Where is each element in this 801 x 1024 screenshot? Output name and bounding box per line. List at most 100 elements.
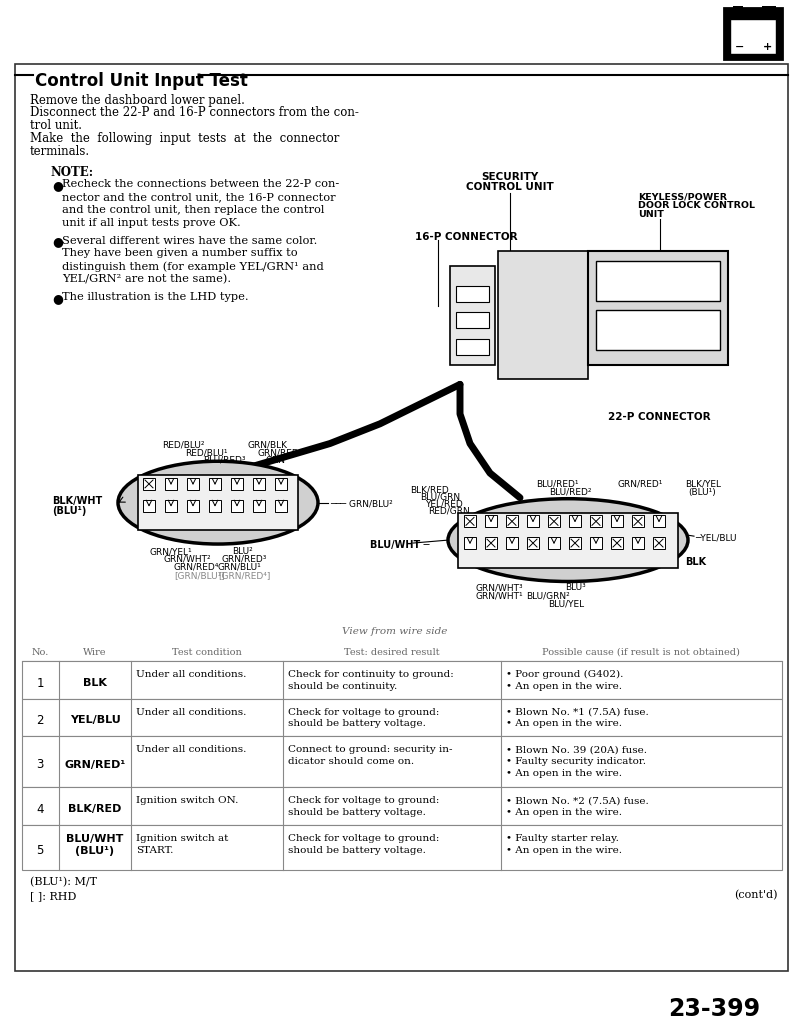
Text: • An open in the wire.: • An open in the wire. — [506, 720, 622, 728]
Bar — [275, 478, 287, 489]
Text: GRN/WHT¹: GRN/WHT¹ — [476, 591, 524, 600]
Text: should be battery voltage.: should be battery voltage. — [288, 720, 426, 728]
Bar — [22, 825, 782, 870]
Text: dicator should come on.: dicator should come on. — [288, 757, 414, 766]
Bar — [569, 515, 581, 527]
Bar — [165, 500, 177, 512]
Text: BLU/RED³: BLU/RED³ — [203, 456, 245, 464]
Text: RED/BLU²: RED/BLU² — [162, 440, 204, 450]
Bar — [456, 286, 489, 302]
Text: Make  the  following  input  tests  at  the  connector: Make the following input tests at the co… — [30, 132, 340, 145]
Text: Check for voltage to ground:: Check for voltage to ground: — [288, 834, 440, 843]
Bar — [450, 266, 495, 365]
Text: Under all conditions.: Under all conditions. — [136, 745, 247, 754]
Text: should be battery voltage.: should be battery voltage. — [288, 808, 426, 817]
Text: The illustration is the LHD type.: The illustration is the LHD type. — [62, 292, 248, 302]
Text: GRN/RED¹: GRN/RED¹ — [64, 760, 126, 770]
Text: Wire: Wire — [83, 647, 107, 656]
Text: BLK/WHT: BLK/WHT — [52, 496, 103, 506]
Text: GRN/BLK: GRN/BLK — [248, 440, 288, 450]
Text: BLK: BLK — [685, 557, 706, 567]
Text: Remove the dashboard lower panel.: Remove the dashboard lower panel. — [30, 93, 245, 106]
Bar — [231, 478, 243, 489]
Bar — [653, 515, 665, 527]
Bar — [506, 515, 518, 527]
Text: BLU/WHT ─: BLU/WHT ─ — [370, 540, 429, 550]
Bar — [498, 251, 588, 380]
Text: • Poor ground (G402).: • Poor ground (G402). — [506, 670, 623, 679]
Text: 2: 2 — [36, 714, 44, 727]
Text: BLU/GRN²: BLU/GRN² — [526, 591, 570, 600]
Text: ─YEL/BLU: ─YEL/BLU — [695, 534, 736, 542]
Bar — [632, 538, 644, 549]
Bar — [596, 310, 720, 350]
Text: 4: 4 — [36, 803, 44, 816]
Bar — [187, 500, 199, 512]
Text: NOTE:: NOTE: — [50, 166, 93, 178]
Text: GRN/YEL¹: GRN/YEL¹ — [150, 547, 192, 556]
Bar — [588, 251, 728, 365]
Bar — [724, 8, 782, 59]
Bar — [590, 515, 602, 527]
Text: They have been given a number suffix to: They have been given a number suffix to — [62, 249, 298, 258]
Bar — [253, 478, 265, 489]
Bar — [22, 662, 782, 698]
Bar — [22, 736, 782, 787]
Bar — [456, 312, 489, 329]
Bar — [22, 787, 782, 825]
Ellipse shape — [118, 461, 318, 544]
Bar — [15, 65, 788, 971]
Text: (BLU¹): (BLU¹) — [75, 846, 115, 856]
Text: 3: 3 — [36, 759, 44, 771]
Text: should be battery voltage.: should be battery voltage. — [288, 846, 426, 855]
Text: nector and the control unit, the 16-P connector: nector and the control unit, the 16-P co… — [62, 193, 336, 202]
Text: Check for continuity to ground:: Check for continuity to ground: — [288, 670, 453, 679]
Text: terminals.: terminals. — [30, 144, 91, 158]
Text: KEYLESS/POWER: KEYLESS/POWER — [638, 193, 727, 201]
Bar — [527, 515, 539, 527]
Bar — [138, 475, 298, 530]
Bar — [730, 18, 776, 54]
Text: BLU²: BLU² — [232, 547, 253, 556]
Bar — [632, 515, 644, 527]
Text: (BLU¹): M/T: (BLU¹): M/T — [30, 878, 97, 888]
Text: GRN/BLU¹: GRN/BLU¹ — [218, 563, 262, 571]
Text: (BLU¹): (BLU¹) — [688, 487, 716, 497]
Text: BLK/RED: BLK/RED — [68, 804, 122, 814]
Text: • An open in the wire.: • An open in the wire. — [506, 682, 622, 691]
Bar — [733, 6, 743, 13]
Text: Check for voltage to ground:: Check for voltage to ground: — [288, 797, 440, 805]
Bar — [231, 500, 243, 512]
Text: ─── GRN/BLU²: ─── GRN/BLU² — [330, 500, 392, 509]
Text: • Blown No. *1 (7.5A) fuse.: • Blown No. *1 (7.5A) fuse. — [506, 708, 649, 717]
Text: Ignition switch at: Ignition switch at — [136, 834, 228, 843]
Text: ●: ● — [52, 179, 62, 193]
Text: Recheck the connections between the 22-P con-: Recheck the connections between the 22-P… — [62, 179, 340, 189]
Ellipse shape — [448, 499, 688, 582]
Text: should be continuity.: should be continuity. — [288, 682, 397, 691]
Text: YEL/BLU: YEL/BLU — [70, 716, 120, 725]
Bar — [485, 515, 497, 527]
Text: View from wire side: View from wire side — [342, 627, 448, 636]
Text: [GRN/BLU¹]: [GRN/BLU¹] — [174, 570, 225, 580]
Bar — [464, 515, 476, 527]
Bar — [143, 500, 155, 512]
Bar — [143, 478, 155, 489]
Bar — [22, 698, 782, 736]
Bar — [456, 339, 489, 354]
Text: Under all conditions.: Under all conditions. — [136, 708, 247, 717]
Text: Under all conditions.: Under all conditions. — [136, 670, 247, 679]
Text: −: − — [735, 42, 745, 52]
Text: +: + — [763, 42, 773, 52]
Bar — [548, 515, 560, 527]
Text: RED/BLU¹: RED/BLU¹ — [185, 449, 227, 458]
Text: 5: 5 — [36, 844, 44, 857]
Text: • An open in the wire.: • An open in the wire. — [506, 808, 622, 817]
Bar — [275, 500, 287, 512]
Text: and the control unit, then replace the control: and the control unit, then replace the c… — [62, 205, 324, 215]
Text: No.: No. — [31, 647, 49, 656]
Text: GRN/RED³: GRN/RED³ — [222, 555, 268, 564]
Text: Ignition switch ON.: Ignition switch ON. — [136, 797, 239, 805]
Text: 1: 1 — [36, 677, 44, 689]
Text: • An open in the wire.: • An open in the wire. — [506, 769, 622, 778]
